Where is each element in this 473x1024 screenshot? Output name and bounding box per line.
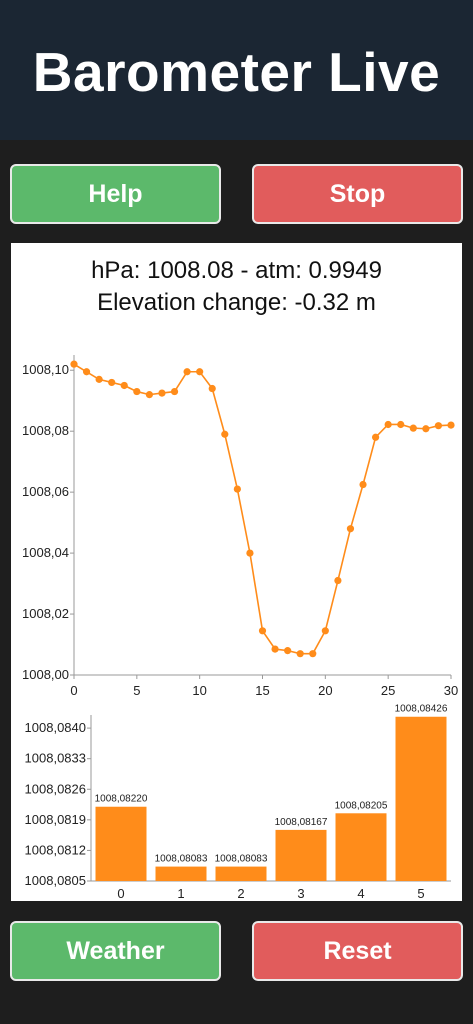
pressure-line-chart: 1008,00 1008,02 1008,04 1008,06 1008,08 1008,… bbox=[22, 355, 458, 698]
data-point bbox=[346, 525, 355, 533]
y-tick-label: 1008,0826 bbox=[25, 781, 86, 796]
bar bbox=[275, 829, 327, 881]
data-point bbox=[271, 645, 279, 653]
app-header: Barometer Live bbox=[0, 0, 473, 140]
data-point bbox=[233, 485, 241, 493]
x-tick-label: 5 bbox=[133, 683, 140, 698]
data-point bbox=[183, 368, 191, 376]
y-tick-label: 1008,0833 bbox=[25, 751, 86, 766]
x-tick-label: 25 bbox=[381, 683, 395, 698]
pressure-series-line bbox=[73, 363, 452, 655]
bar-value-label: 1008,08083 bbox=[215, 854, 268, 865]
bar bbox=[395, 716, 447, 881]
data-point bbox=[82, 368, 91, 376]
bar bbox=[95, 806, 147, 881]
y-tick-label: 1008,08 bbox=[22, 423, 69, 438]
y-tick-label: 1008,0819 bbox=[25, 812, 86, 827]
data-point bbox=[133, 387, 141, 396]
bar bbox=[335, 813, 387, 881]
pressure-readout: hPa: 1008.08 - atm: 0.9949 bbox=[91, 257, 382, 284]
x-tick-label: 30 bbox=[444, 683, 458, 698]
bar bbox=[215, 866, 267, 881]
x-tick-label: 2 bbox=[237, 886, 244, 901]
y-tick-label: 1008,06 bbox=[22, 484, 69, 499]
data-point bbox=[208, 384, 216, 393]
help-button[interactable]: Help bbox=[10, 164, 221, 224]
x-tick-label: 1 bbox=[177, 886, 184, 901]
y-tick-label: 1008,0812 bbox=[25, 842, 86, 857]
data-point bbox=[284, 647, 292, 655]
x-tick-label: 10 bbox=[192, 683, 206, 698]
data-point bbox=[422, 425, 430, 433]
data-point bbox=[434, 422, 443, 430]
y-tick-label: 1008,0805 bbox=[25, 873, 86, 888]
y-tick-label: 1008,10 bbox=[22, 362, 69, 377]
data-point bbox=[196, 368, 204, 376]
x-tick-label: 4 bbox=[357, 886, 364, 901]
data-point bbox=[409, 424, 417, 432]
bar-value-label: 1008,08426 bbox=[395, 704, 448, 715]
data-point bbox=[108, 378, 116, 387]
reset-button[interactable]: Reset bbox=[252, 921, 463, 981]
bar-value-label: 1008,08205 bbox=[335, 800, 388, 811]
y-tick-label: 1008,0840 bbox=[25, 720, 86, 735]
elevation-readout: Elevation change: -0.32 m bbox=[97, 289, 376, 316]
data-point bbox=[70, 360, 78, 368]
data-point bbox=[258, 627, 267, 635]
data-point bbox=[158, 389, 166, 397]
stop-button[interactable]: Stop bbox=[252, 164, 463, 224]
data-point bbox=[95, 375, 103, 383]
data-point bbox=[170, 387, 179, 396]
data-point bbox=[145, 391, 153, 399]
x-tick-label: 0 bbox=[70, 683, 77, 698]
x-tick-label: 5 bbox=[417, 886, 424, 901]
data-point bbox=[334, 576, 342, 585]
data-point bbox=[321, 627, 329, 635]
data-point bbox=[296, 650, 304, 658]
x-tick-label: 15 bbox=[255, 683, 269, 698]
bar-value-label: 1008,08167 bbox=[275, 817, 328, 828]
pressure-bar-chart: 1008,0805 1008,0812 1008,0819 1008,0826 1008… bbox=[25, 704, 451, 901]
y-tick-label: 1008,00 bbox=[22, 667, 69, 682]
weather-button[interactable]: Weather bbox=[10, 921, 221, 981]
y-tick-label: 1008,02 bbox=[22, 606, 69, 621]
data-point bbox=[246, 549, 254, 557]
chart-panel: hPa: 1008.08 - atm: 0.9949 Elevation cha… bbox=[11, 243, 462, 901]
data-point bbox=[120, 381, 128, 390]
data-point bbox=[221, 430, 229, 438]
bar-value-label: 1008,08083 bbox=[155, 854, 208, 865]
bar-value-label: 1008,08220 bbox=[95, 794, 148, 805]
data-point bbox=[372, 433, 380, 441]
bar bbox=[155, 866, 207, 881]
data-point bbox=[384, 420, 392, 429]
data-point bbox=[447, 421, 455, 429]
data-point bbox=[359, 480, 367, 489]
x-tick-label: 20 bbox=[318, 683, 332, 698]
x-tick-label: 0 bbox=[117, 886, 124, 901]
x-tick-label: 3 bbox=[297, 886, 304, 901]
data-point bbox=[397, 420, 405, 429]
y-tick-label: 1008,04 bbox=[22, 545, 69, 560]
app-title: Barometer Live bbox=[32, 41, 441, 103]
data-point bbox=[309, 650, 317, 658]
